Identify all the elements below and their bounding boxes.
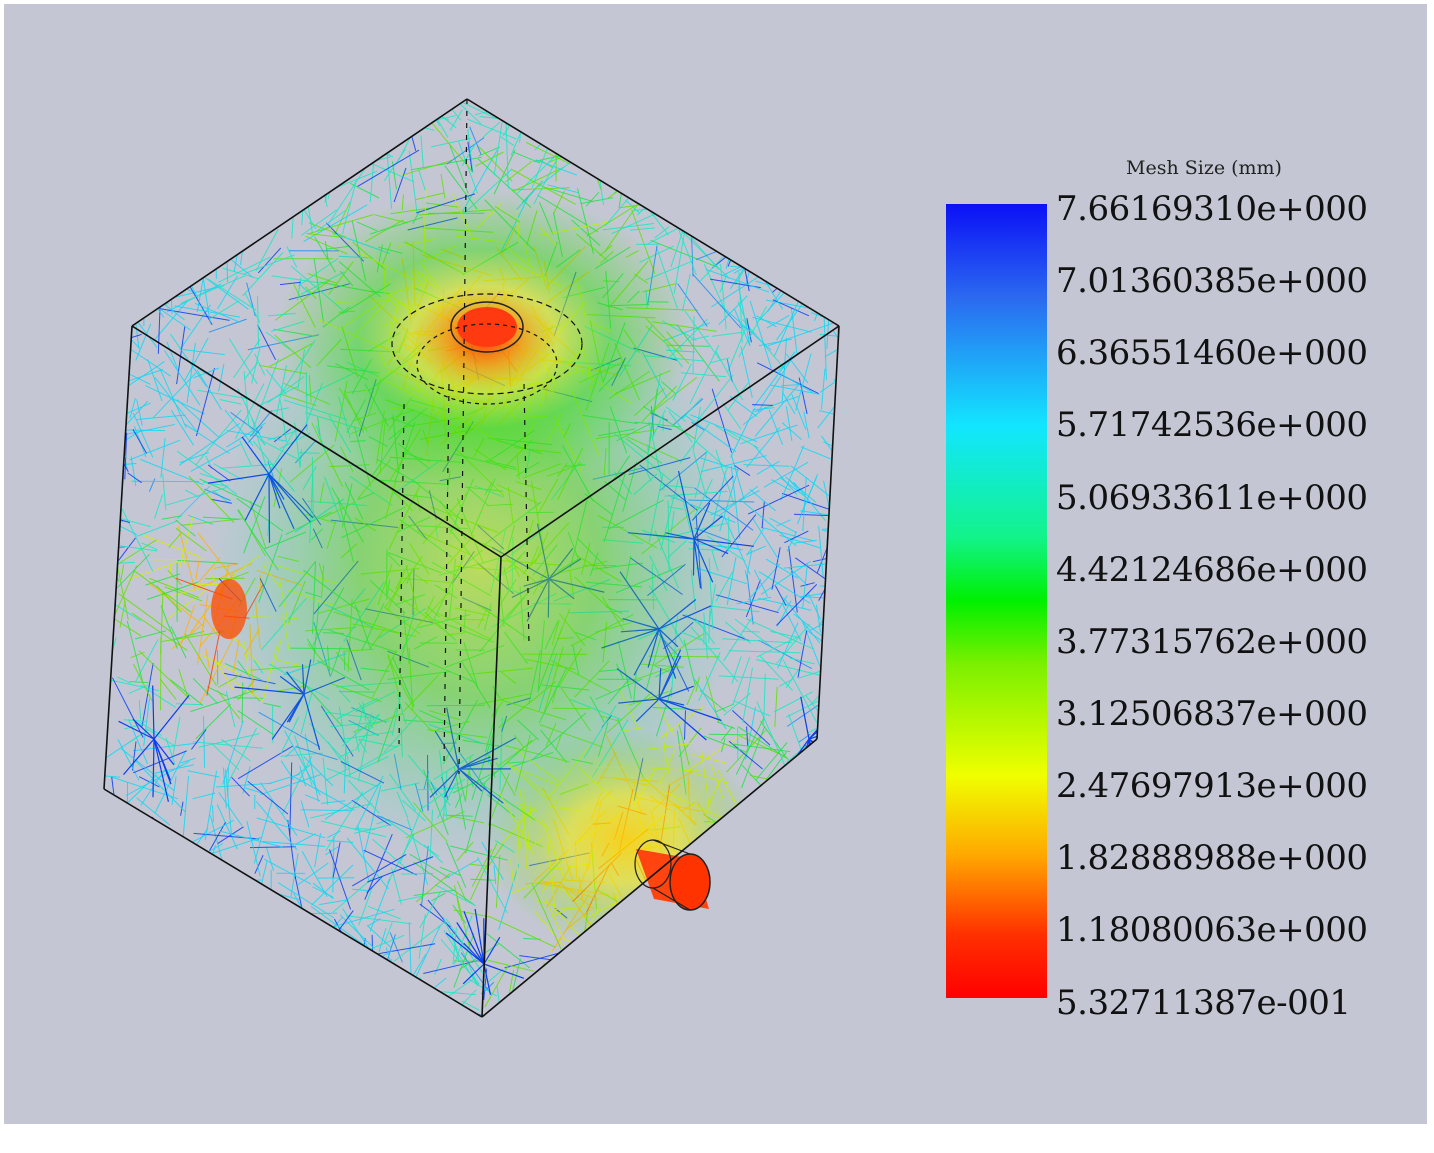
top-port-feature	[391, 293, 583, 405]
legend-tick-label: 5.32711387e-001	[1056, 983, 1351, 1023]
legend-title: Mesh Size (mm)	[1126, 157, 1282, 179]
legend-tick-label: 2.47697913e+000	[1056, 766, 1368, 806]
legend-tick-label: 5.06933611e+000	[1056, 478, 1368, 518]
cube-outline	[103, 98, 840, 1018]
legend-tick-label: 6.36551460e+000	[1056, 333, 1368, 373]
legend-tick-label: 1.18080063e+000	[1056, 910, 1368, 950]
legend-tick-label: 3.12506837e+000	[1056, 694, 1368, 734]
legend-tick-label: 1.82888988e+000	[1056, 838, 1368, 878]
color-scale-bar	[946, 204, 1047, 998]
inner-dashed-edges	[398, 98, 530, 775]
legend-tick-label: 7.66169310e+000	[1056, 189, 1368, 229]
legend-tick-label: 4.42124686e+000	[1056, 550, 1368, 590]
legend-tick-label: 5.71742536e+000	[1056, 405, 1368, 445]
side-pipe-feature	[634, 839, 711, 911]
mesh-hotspots	[209, 189, 764, 949]
graphics-area[interactable]: Mesh Size (mm) 7.66169310e+000 7.0136038…	[4, 4, 1427, 1124]
mesh-viewport[interactable]	[4, 4, 934, 1124]
legend-tick-label: 7.01360385e+000	[1056, 261, 1368, 301]
legend-tick-label: 3.77315762e+000	[1056, 622, 1368, 662]
